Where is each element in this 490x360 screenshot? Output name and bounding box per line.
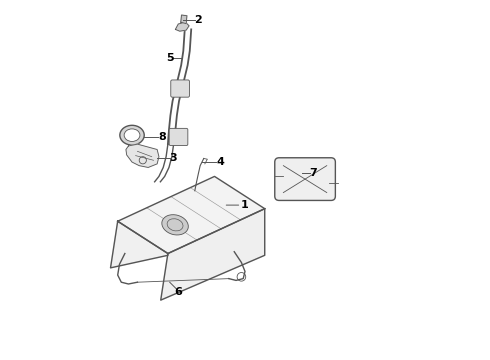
FancyBboxPatch shape <box>171 80 190 97</box>
Ellipse shape <box>124 129 140 141</box>
Ellipse shape <box>120 125 144 145</box>
Text: 2: 2 <box>195 15 202 26</box>
Polygon shape <box>161 209 265 300</box>
FancyBboxPatch shape <box>169 129 188 145</box>
Text: 5: 5 <box>166 53 173 63</box>
Text: 1: 1 <box>241 200 249 210</box>
Text: 4: 4 <box>217 157 224 167</box>
Polygon shape <box>118 176 265 253</box>
Polygon shape <box>111 221 168 268</box>
Ellipse shape <box>162 215 188 235</box>
Polygon shape <box>175 22 189 31</box>
Polygon shape <box>181 15 187 24</box>
Polygon shape <box>126 144 159 167</box>
Text: 6: 6 <box>175 287 183 297</box>
Text: 8: 8 <box>158 132 166 142</box>
Text: 7: 7 <box>309 168 317 178</box>
FancyBboxPatch shape <box>275 158 335 201</box>
Text: 3: 3 <box>170 153 177 163</box>
